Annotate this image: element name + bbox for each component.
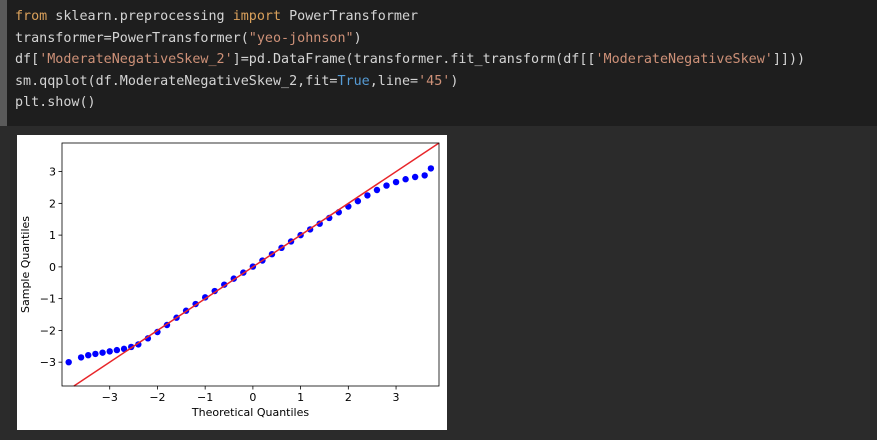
y-tick-label: 2	[49, 197, 56, 210]
x-tick-label: 1	[297, 391, 304, 404]
y-tick-label: 1	[49, 229, 56, 242]
x-axis-label: Theoretical Quantiles	[191, 406, 309, 419]
code-token: 'ModerateNegativeSkew_2'	[39, 52, 233, 67]
x-tick-label: 0	[249, 391, 256, 404]
x-tick-label: −1	[197, 391, 213, 404]
data-point	[77, 354, 85, 361]
chart: −3 −2 −1 0 1 2 3 −3 −2 −1 0 1 2 3 Theoretical Quantile…	[17, 135, 447, 430]
code-token: 'ModerateNegativeSkew'	[595, 52, 773, 67]
data-point	[364, 192, 371, 199]
code-token: PowerTransformer	[281, 9, 419, 24]
y-tick-label: −3	[40, 356, 56, 369]
y-tick-label: 3	[49, 166, 56, 179]
data-point	[120, 345, 128, 353]
code-token: "yeo-johnson"	[248, 30, 354, 46]
axes-frame	[61, 142, 440, 387]
code-token: transformer=PowerTransformer(	[15, 30, 249, 46]
code-token: )	[450, 73, 459, 89]
plot-background	[17, 135, 447, 430]
code-token: sklearn.preprocessing	[47, 9, 233, 24]
code-token: import	[232, 9, 282, 24]
data-point	[65, 358, 72, 366]
code-line: sm.qqplot(df.ModerateNegativeSkew_2,fit=…	[15, 71, 805, 93]
x-tick-label: 2	[345, 391, 352, 404]
code-token: from	[15, 9, 48, 24]
data-point	[427, 165, 435, 172]
data-point	[373, 186, 381, 194]
code-token: plt.show()	[15, 95, 96, 110]
y-tick-label: −1	[40, 293, 56, 306]
code-line: from sklearn.preprocessing import PowerT…	[15, 6, 805, 28]
data-point	[354, 197, 362, 205]
cell-gutter	[0, 0, 7, 126]
code-line: plt.show()	[15, 92, 805, 114]
data-point	[92, 350, 99, 358]
code-token: True	[337, 73, 370, 89]
data-point	[113, 346, 121, 354]
data-point	[85, 351, 92, 359]
data-point	[383, 182, 390, 189]
y-tick-label: 0	[49, 261, 56, 274]
data-point	[402, 176, 409, 183]
data-point	[144, 335, 152, 342]
code-token: )	[353, 30, 362, 46]
x-tick-label: −3	[102, 391, 118, 404]
data-point	[421, 172, 428, 179]
reference-line	[73, 142, 440, 387]
data-point	[392, 178, 400, 186]
code-cell[interactable]: from sklearn.preprocessing import PowerT…	[0, 0, 877, 126]
code-token: df[	[15, 52, 40, 67]
code-token: ]]))	[772, 52, 806, 67]
data-point	[411, 173, 419, 181]
data-point	[154, 328, 161, 336]
data-point	[106, 348, 113, 355]
code-line: transformer=PowerTransformer("yeo-johnso…	[15, 28, 805, 50]
code-token: ]=pd.DataFrame(transformer.fit_transform…	[232, 52, 596, 67]
x-tick-label: −2	[149, 391, 165, 404]
data-point	[99, 349, 106, 356]
x-tick-label: 3	[393, 391, 400, 404]
code-line: df['ModerateNegativeSkew_2']=pd.DataFram…	[15, 49, 805, 71]
code-token: sm.qqplot(df.ModerateNegativeSkew_2,fit=	[15, 73, 338, 89]
y-axis-label: Sample Quantiles	[19, 216, 32, 313]
code-editor[interactable]: from sklearn.preprocessing import PowerT…	[15, 6, 805, 114]
y-tick-label: −2	[40, 324, 56, 337]
code-token: '45'	[418, 73, 451, 89]
code-token: ,line=	[369, 73, 419, 89]
